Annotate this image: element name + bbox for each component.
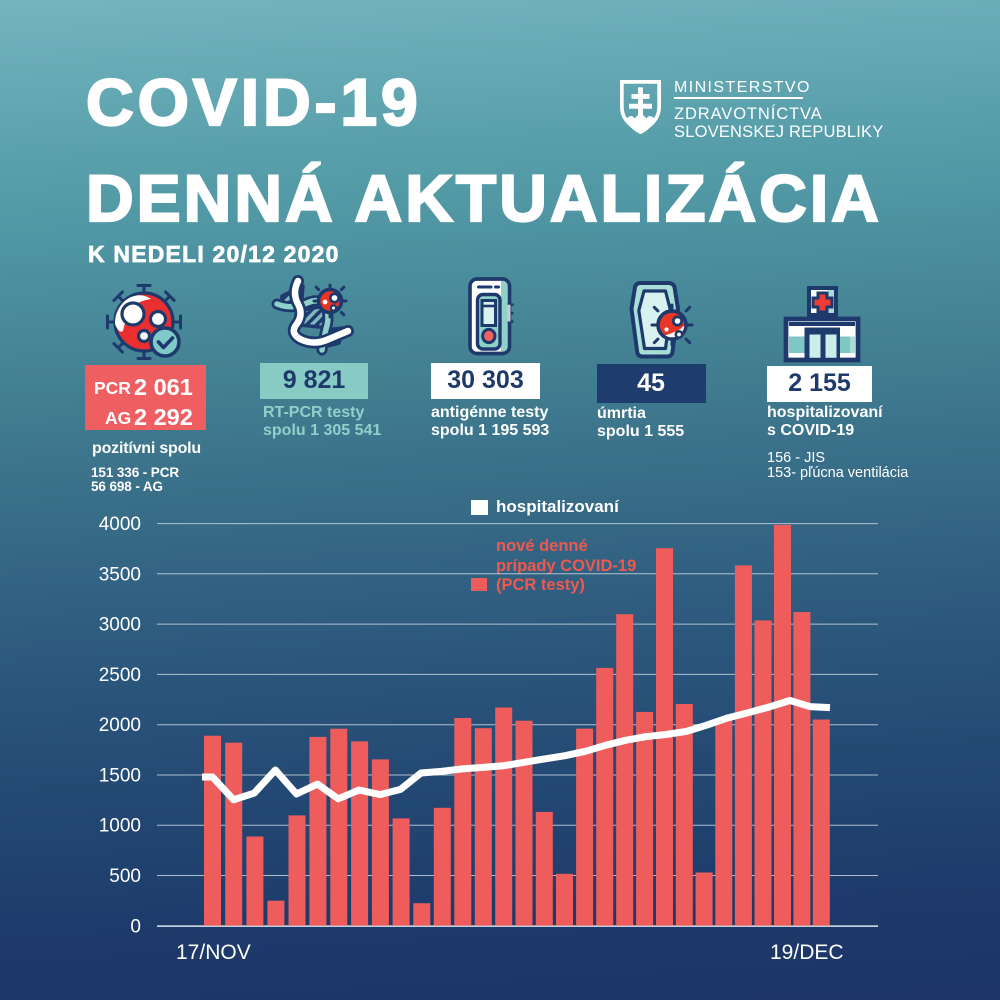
- svg-text:4000: 4000: [99, 514, 141, 535]
- svg-text:2000: 2000: [99, 715, 141, 736]
- svg-text:0: 0: [130, 916, 141, 937]
- svg-text:1000: 1000: [99, 816, 141, 837]
- svg-text:3000: 3000: [99, 615, 141, 636]
- svg-text:500: 500: [109, 866, 141, 887]
- svg-text:1500: 1500: [99, 766, 141, 787]
- svg-text:3500: 3500: [99, 564, 141, 585]
- svg-text:2500: 2500: [99, 665, 141, 686]
